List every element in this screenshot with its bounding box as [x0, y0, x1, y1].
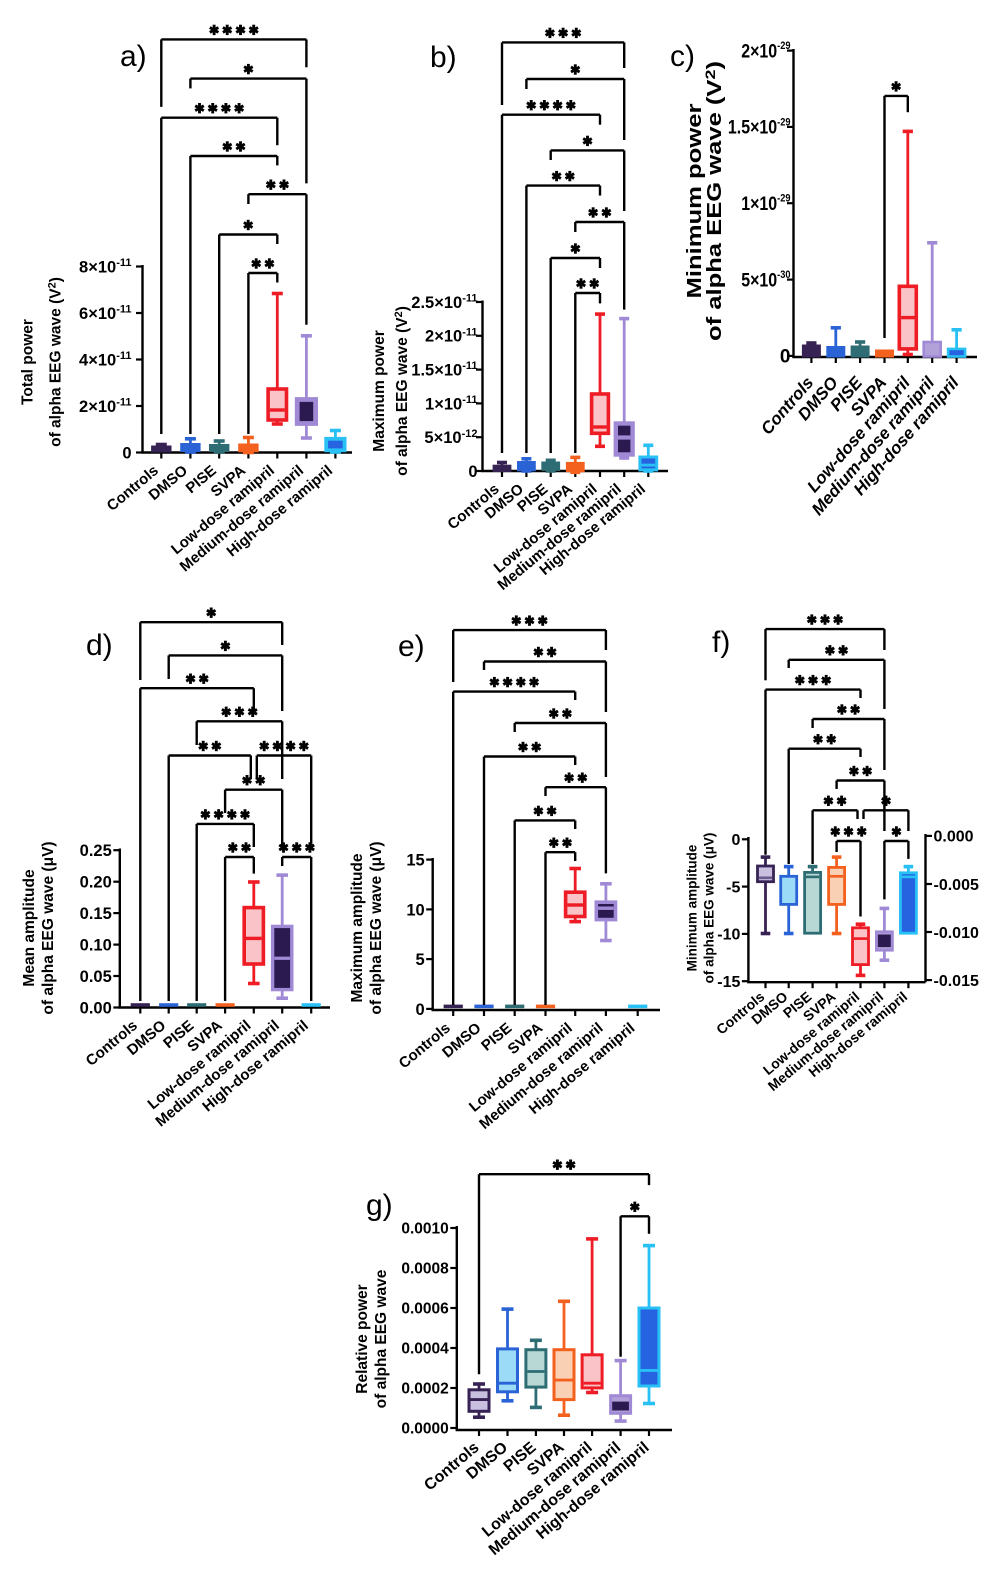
svg-text:Total power: Total power — [20, 319, 37, 405]
svg-text:0.000: 0.000 — [934, 829, 974, 846]
svg-text:-0.015: -0.015 — [934, 973, 979, 990]
svg-text:0.00: 0.00 — [80, 999, 112, 1017]
svg-text:1.5×10-29: 1.5×10-29 — [728, 116, 791, 138]
svg-text:0.05: 0.05 — [80, 968, 112, 986]
svg-text:0.0006: 0.0006 — [401, 1301, 449, 1318]
svg-text:of alpha EEG wave (μV): of alpha EEG wave (μV) — [40, 841, 57, 1014]
svg-text:5: 5 — [416, 951, 425, 969]
svg-text:of alpha EEG wave (μV): of alpha EEG wave (μV) — [368, 841, 385, 1014]
svg-text:1.5×10-11: 1.5×10-11 — [411, 360, 477, 379]
svg-text:0.0000: 0.0000 — [401, 1421, 448, 1438]
svg-text:0.0004: 0.0004 — [401, 1341, 449, 1358]
svg-text:a): a) — [120, 40, 147, 73]
svg-text:of alpha EEG wave (μV): of alpha EEG wave (μV) — [701, 833, 716, 984]
svg-text:-5: -5 — [726, 879, 740, 896]
svg-text:of alpha EEG wave: of alpha EEG wave — [373, 1269, 390, 1408]
svg-text:of alpha EEG wave (V2): of alpha EEG wave (V2) — [393, 306, 411, 476]
svg-text:d): d) — [86, 629, 113, 662]
svg-text:0: 0 — [468, 463, 477, 481]
svg-text:0.25: 0.25 — [80, 842, 112, 860]
svg-text:-15: -15 — [717, 974, 740, 991]
svg-text:0: 0 — [731, 832, 740, 849]
svg-text:0: 0 — [416, 1001, 425, 1019]
svg-text:Minimum power: Minimum power — [684, 103, 706, 298]
svg-text:e): e) — [398, 630, 425, 663]
svg-text:f): f) — [712, 626, 730, 659]
svg-text:0.15: 0.15 — [80, 905, 112, 923]
svg-text:-10: -10 — [717, 927, 740, 944]
svg-text:Relative power: Relative power — [354, 1284, 371, 1393]
svg-text:-0.005: -0.005 — [934, 877, 979, 894]
svg-text:0.0010: 0.0010 — [401, 1221, 448, 1238]
svg-text:Mean amplitude: Mean amplitude — [21, 869, 38, 987]
svg-text:-0.010: -0.010 — [934, 925, 979, 942]
svg-text:15: 15 — [406, 852, 424, 870]
svg-text:b): b) — [430, 41, 457, 74]
svg-text:0.20: 0.20 — [80, 874, 112, 892]
svg-text:Maximum power: Maximum power — [371, 330, 388, 451]
svg-text:2.5×10-11: 2.5×10-11 — [411, 293, 477, 312]
svg-text:g): g) — [366, 1189, 393, 1222]
svg-text:0.0002: 0.0002 — [401, 1381, 448, 1398]
svg-text:0.0008: 0.0008 — [401, 1261, 449, 1278]
svg-text:of alpha EEG wave (V2): of alpha EEG wave (V2) — [47, 277, 65, 447]
svg-text:c): c) — [670, 40, 695, 73]
svg-text:0: 0 — [780, 347, 791, 368]
svg-text:Maximum amplitude: Maximum amplitude — [349, 853, 366, 1002]
svg-text:of alpha EEG wave (V2): of alpha EEG wave (V2) — [702, 61, 726, 341]
svg-text:Minimum amplitude: Minimum amplitude — [684, 844, 699, 971]
svg-text:0.10: 0.10 — [80, 937, 112, 955]
svg-text:10: 10 — [406, 901, 424, 919]
svg-text:0: 0 — [122, 444, 131, 462]
